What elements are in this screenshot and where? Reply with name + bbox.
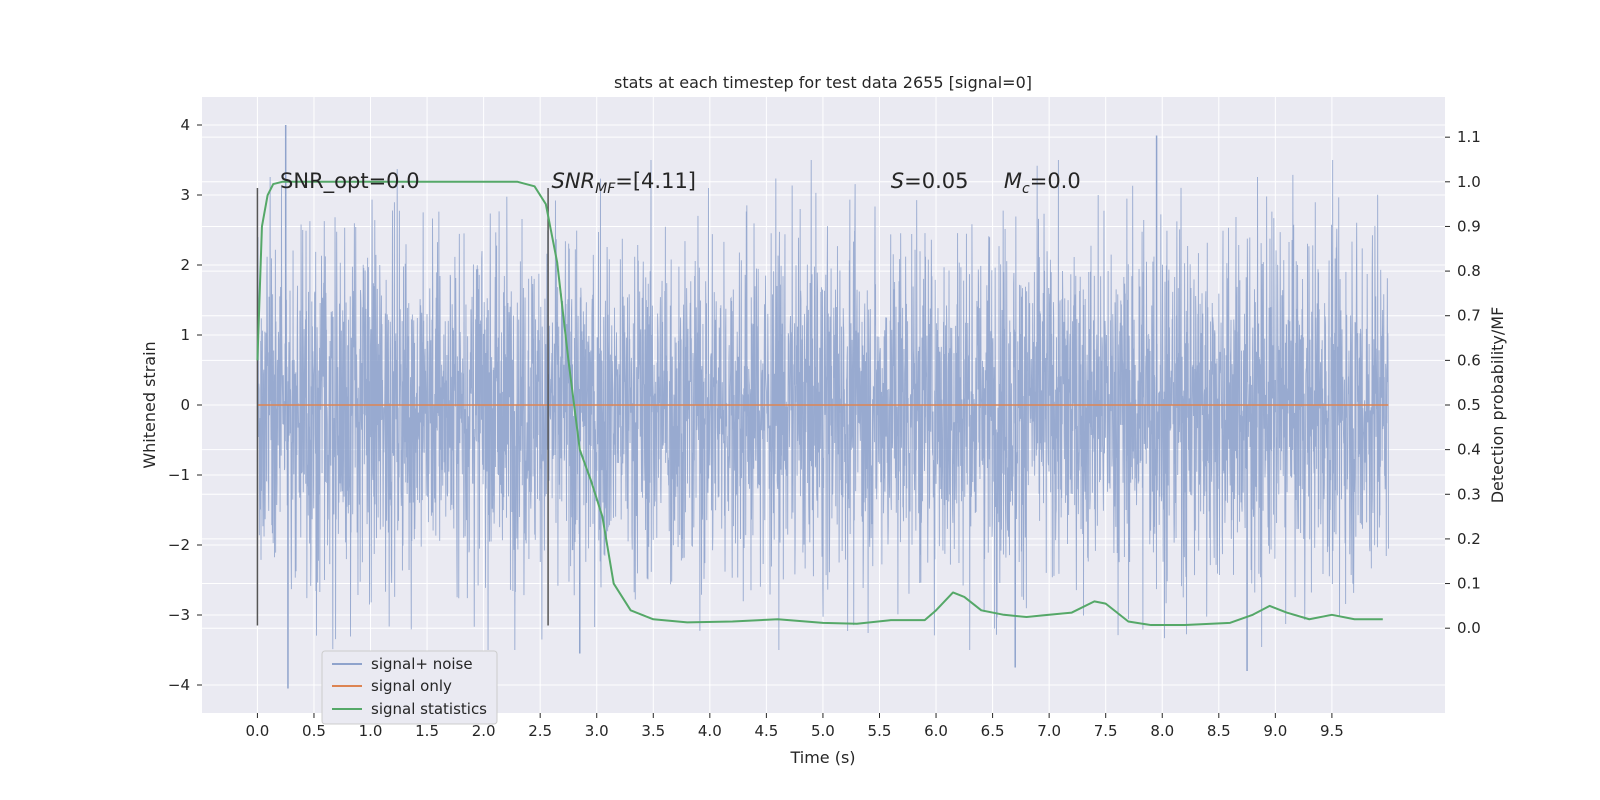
y-tick-label: −1 <box>168 466 190 484</box>
series-signal-statistics <box>256 180 1383 627</box>
y2-tick-label: 1.1 <box>1457 128 1481 146</box>
annotation-0: SNR_opt=0.0 <box>280 169 420 194</box>
x-tick-label: 3.0 <box>585 722 609 740</box>
x-axis-ticks: 0.0 0.5 1.0 1.5 2.0 2.5 3.0 3.5 4.0 4.5 5.0 5.5 6.0 6… <box>245 713 1344 740</box>
x-tick-label: 0.0 <box>245 722 269 740</box>
y-tick-label: 4 <box>180 116 190 134</box>
y-axis-ticks: 4 3 2 1 0 −1 −2 −3 −4 <box>168 116 202 694</box>
x-tick-label: 9.0 <box>1263 722 1287 740</box>
y2-tick-label: 0.6 <box>1457 351 1481 369</box>
x-tick-label: 6.5 <box>981 722 1005 740</box>
x-tick-label: 2.0 <box>472 722 496 740</box>
legend-label-noise: signal+ noise <box>371 655 473 673</box>
y-tick-label: 2 <box>180 256 190 274</box>
legend-box <box>321 650 498 725</box>
event-markers <box>256 188 549 626</box>
y2-tick-label: 0.8 <box>1457 262 1481 280</box>
y2-tick-label: 0.4 <box>1457 441 1481 459</box>
y2-axis-label: Detection probability/MF <box>1488 307 1507 504</box>
x-tick-label: 9.5 <box>1320 722 1344 740</box>
y2-tick-label: 0.3 <box>1457 485 1481 503</box>
chart-title: stats at each timestep for test data 265… <box>614 73 1032 92</box>
legend-label-stats: signal statistics <box>371 700 487 718</box>
annotation-1: SNRMF=[4.11] <box>551 169 696 197</box>
x-tick-label: 1.5 <box>415 722 439 740</box>
y2-tick-label: 0.9 <box>1457 217 1481 235</box>
noise-trace <box>256 159 1389 651</box>
x-tick-label: 0.5 <box>302 722 326 740</box>
y-tick-label: 1 <box>180 326 190 344</box>
annotation-3: Mc=0.0 <box>1004 169 1081 197</box>
y2-tick-label: 0.2 <box>1457 530 1481 548</box>
x-tick-label: 4.5 <box>754 722 778 740</box>
y2-axis-ticks: 1.1 1.0 0.9 0.8 0.7 0.6 0.5 0.4 0.3 0.2 0.1 0.0 <box>1445 128 1481 637</box>
legend: signal+ noise signal only signal statist… <box>321 650 498 725</box>
y2-tick-label: 0.0 <box>1457 619 1481 637</box>
y-tick-label: 3 <box>180 186 190 204</box>
annotations: SNR_opt=0.0 SNRMF=[4.11] S=0.05 Mc=0.0 <box>280 169 1081 197</box>
x-tick-label: 8.0 <box>1150 722 1174 740</box>
x-tick-label: 3.5 <box>641 722 665 740</box>
annotation-2: S=0.05 <box>891 169 969 193</box>
y-tick-label: −3 <box>168 606 190 624</box>
x-tick-label: 5.5 <box>868 722 892 740</box>
y2-tick-label: 0.7 <box>1457 307 1481 325</box>
y-tick-label: −2 <box>168 536 190 554</box>
x-tick-label: 6.0 <box>924 722 948 740</box>
x-tick-label: 5.0 <box>811 722 835 740</box>
x-tick-label: 7.0 <box>1037 722 1061 740</box>
stats-curve <box>256 180 1383 627</box>
y2-tick-label: 1.0 <box>1457 173 1481 191</box>
y2-tick-label: 0.5 <box>1457 396 1481 414</box>
y-tick-label: 0 <box>180 396 190 414</box>
x-tick-label: 1.0 <box>359 722 383 740</box>
x-tick-label: 4.0 <box>698 722 722 740</box>
y-tick-label: −4 <box>168 676 190 694</box>
x-tick-label: 2.5 <box>528 722 552 740</box>
x-axis-label: Time (s) <box>789 748 855 767</box>
x-tick-label: 8.5 <box>1207 722 1231 740</box>
legend-label-signal: signal only <box>371 677 452 695</box>
y-axis-label: Whitened strain <box>140 341 159 468</box>
y2-tick-label: 0.1 <box>1457 575 1481 593</box>
series-signal-noise <box>256 125 1389 689</box>
x-tick-label: 7.5 <box>1094 722 1118 740</box>
